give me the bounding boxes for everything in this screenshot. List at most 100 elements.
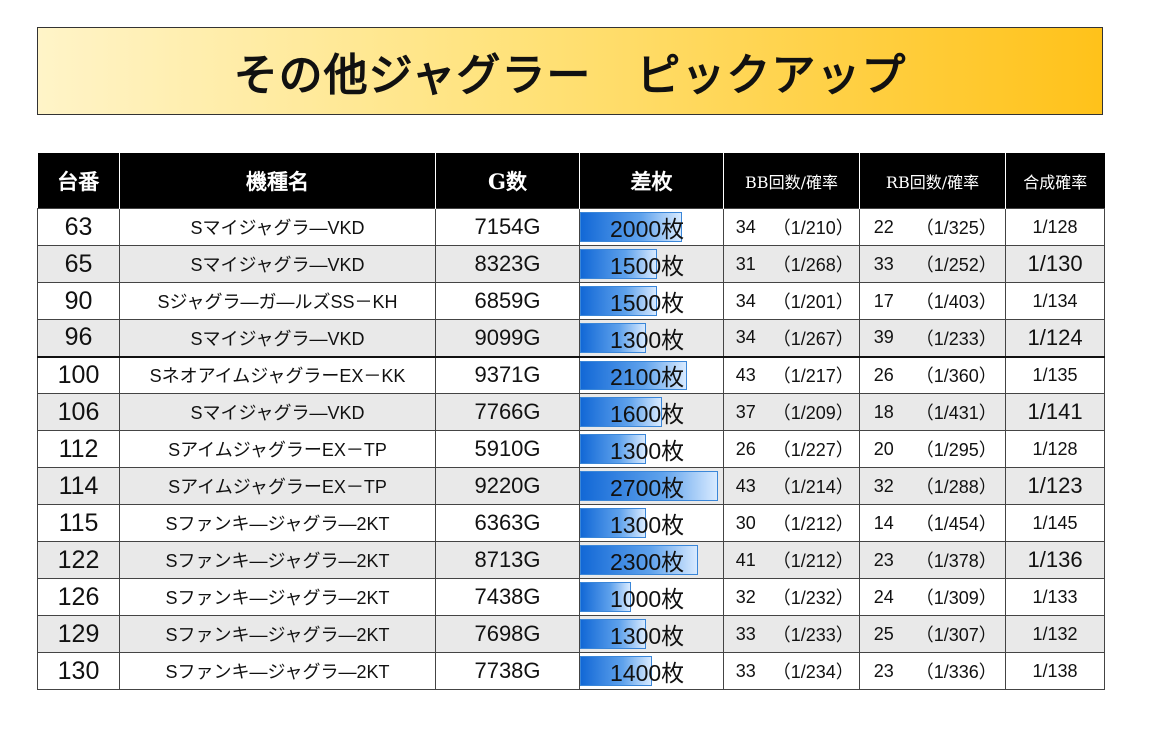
bb-count: 33: [723, 652, 768, 690]
rb-probability: （1/336）: [907, 652, 1007, 690]
game-count: 8323G: [435, 245, 580, 283]
table-row: 130 Sファンキ―ジャグラ―2KT 7738G 1400枚 33 （1/234） 23 （1…: [37, 652, 1106, 690]
coin-diff: 1300枚: [579, 319, 724, 358]
header-diff: 差枚: [579, 153, 724, 209]
combined-probability: 1/128: [1005, 430, 1106, 468]
machine-name: Sファンキ―ジャグラ―2KT: [119, 504, 436, 542]
unit-number: 114: [37, 467, 120, 505]
bb-probability: （1/214）: [767, 467, 861, 505]
machine-name: Sファンキ―ジャグラ―2KT: [119, 615, 436, 653]
game-count: 7766G: [435, 393, 580, 431]
rb-count: 22: [859, 208, 908, 246]
header-bb: BB回数/確率: [722, 153, 860, 209]
coin-diff: 1000枚: [579, 578, 724, 616]
bb-probability: （1/267）: [767, 319, 861, 358]
coin-diff: 2700枚: [579, 467, 724, 505]
diff-label: 1300枚: [610, 438, 685, 464]
bb-probability: （1/234）: [767, 652, 861, 690]
rb-count: 18: [859, 393, 908, 431]
table-row: 65 Sマイジャグラ―VKD 8323G 1500枚 31 （1/268） 33 （1/252…: [37, 245, 1106, 283]
rb-probability: （1/360）: [907, 356, 1007, 394]
rb-count: 23: [859, 541, 908, 579]
bb-count: 43: [723, 356, 768, 394]
diff-bar: [580, 397, 662, 427]
rb-probability: （1/309）: [907, 578, 1007, 616]
rb-count: 39: [859, 319, 908, 358]
bb-probability: （1/233）: [767, 615, 861, 653]
unit-number: 63: [37, 208, 120, 246]
table-row: 122 Sファンキ―ジャグラ―2KT 8713G 2300枚 41 （1/212） 23 （1…: [37, 541, 1106, 579]
combined-probability: 1/132: [1005, 615, 1106, 653]
bb-count: 34: [723, 282, 768, 320]
bb-count: 32: [723, 578, 768, 616]
machine-name: Sファンキ―ジャグラ―2KT: [119, 578, 436, 616]
bb-probability: （1/212）: [767, 504, 861, 542]
unit-number: 129: [37, 615, 120, 653]
machine-name: Sファンキ―ジャグラ―2KT: [119, 541, 436, 579]
bb-probability: （1/201）: [767, 282, 861, 320]
rb-count: 14: [859, 504, 908, 542]
coin-diff: 2300枚: [579, 541, 724, 579]
bb-count: 43: [723, 467, 768, 505]
diff-label: 2100枚: [610, 364, 685, 391]
game-count: 9099G: [435, 319, 580, 358]
diff-bar: [580, 582, 631, 612]
title-banner: その他ジャグラー ピックアップ: [37, 27, 1103, 115]
combined-probability: 1/141: [1005, 393, 1106, 431]
combined-probability: 1/124: [1005, 319, 1106, 358]
machine-name: Sジャグラ―ガ―ルズSS－KH: [119, 282, 436, 320]
diff-bar: [580, 508, 646, 538]
rb-probability: （1/307）: [907, 615, 1007, 653]
unit-number: 96: [37, 319, 120, 358]
bb-probability: （1/212）: [767, 541, 861, 579]
diff-bar: [580, 545, 698, 575]
bb-count: 30: [723, 504, 768, 542]
unit-number: 112: [37, 430, 120, 468]
rb-count: 24: [859, 578, 908, 616]
combined-probability: 1/138: [1005, 652, 1106, 690]
diff-bar: [580, 434, 646, 464]
diff-bar: [580, 286, 657, 316]
diff-bar: [580, 471, 718, 501]
game-count: 7698G: [435, 615, 580, 653]
diff-label: 2700枚: [610, 475, 685, 501]
machine-name: SネオアイムジャグラーEX－KK: [119, 356, 436, 394]
coin-diff: 2100枚: [579, 356, 724, 394]
combined-probability: 1/128: [1005, 208, 1106, 246]
table-row: 115 Sファンキ―ジャグラ―2KT 6363G 1300枚 30 （1/212） 14 （1…: [37, 504, 1106, 542]
bb-count: 26: [723, 430, 768, 468]
diff-label: 2300枚: [610, 549, 685, 575]
game-count: 9371G: [435, 356, 580, 394]
diff-label: 1300枚: [610, 623, 685, 649]
table-row: 63 Sマイジャグラ―VKD 7154G 2000枚 34 （1/210） 22 （1/325…: [37, 208, 1106, 246]
combined-probability: 1/145: [1005, 504, 1106, 542]
rb-count: 23: [859, 652, 908, 690]
unit-number: 90: [37, 282, 120, 320]
rb-count: 20: [859, 430, 908, 468]
game-count: 9220G: [435, 467, 580, 505]
rb-count: 17: [859, 282, 908, 320]
rb-probability: （1/454）: [907, 504, 1007, 542]
game-count: 7738G: [435, 652, 580, 690]
header-unit: 台番: [37, 153, 120, 209]
bb-count: 41: [723, 541, 768, 579]
bb-probability: （1/217）: [767, 356, 861, 394]
machine-name: Sマイジャグラ―VKD: [119, 319, 436, 358]
coin-diff: 2000枚: [579, 208, 724, 246]
coin-diff: 1400枚: [579, 652, 724, 690]
bb-probability: （1/227）: [767, 430, 861, 468]
bb-count: 33: [723, 615, 768, 653]
table-row: 126 Sファンキ―ジャグラ―2KT 7438G 1000枚 32 （1/232） 24 （1…: [37, 578, 1106, 616]
diff-bar: [580, 249, 657, 279]
combined-probability: 1/130: [1005, 245, 1106, 283]
rb-probability: （1/431）: [907, 393, 1007, 431]
header-combined: 合成確率: [1005, 153, 1105, 209]
game-count: 8713G: [435, 541, 580, 579]
combined-probability: 1/134: [1005, 282, 1106, 320]
table-row: 96 Sマイジャグラ―VKD 9099G 1300枚 34 （1/267） 39 （1/233…: [37, 319, 1106, 358]
table-row: 106 Sマイジャグラ―VKD 7766G 1600枚 37 （1/209） 18 （1/43…: [37, 393, 1106, 431]
diff-bar: [580, 619, 646, 649]
bb-count: 34: [723, 208, 768, 246]
unit-number: 130: [37, 652, 120, 690]
coin-diff: 1500枚: [579, 245, 724, 283]
